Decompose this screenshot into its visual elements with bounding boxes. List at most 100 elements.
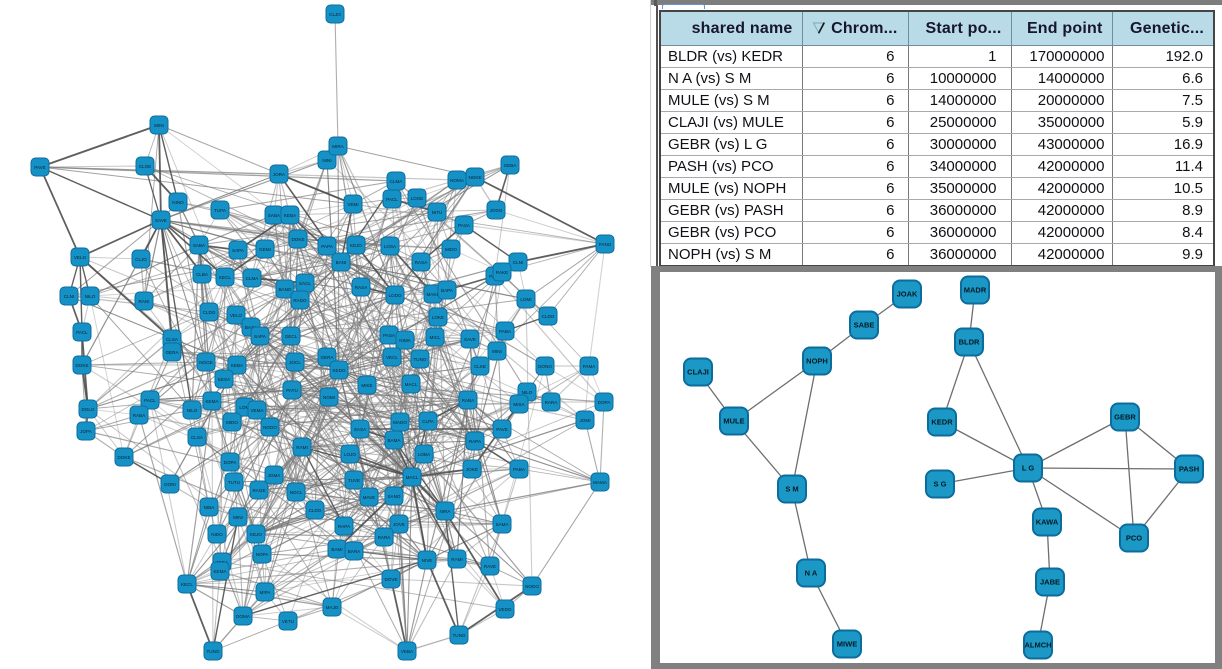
svg-text:NIMA: NIMA [399,338,411,343]
svg-text:GECL: GECL [285,334,298,339]
svg-text:LOMI: LOMI [520,297,531,302]
svg-text:CLDO: CLDO [203,310,216,315]
svg-text:BLDR: BLDR [959,338,980,347]
svg-text:S G: S G [934,480,947,489]
svg-text:PANO: PANO [599,242,612,247]
svg-text:JOVE: JOVE [393,522,405,527]
svg-text:RAKE: RAKE [496,270,509,275]
svg-text:PCO: PCO [1126,534,1142,543]
svg-text:RAGE: RAGE [252,488,265,493]
svg-text:RANI: RANI [139,299,150,304]
svg-text:JOAK: JOAK [897,290,918,299]
svg-text:KEDO: KEDO [332,368,345,373]
svg-text:MINI: MINI [233,515,243,520]
svg-text:JABE: JABE [1040,578,1060,587]
svg-text:CLSA: CLSA [166,337,179,342]
svg-text:PACL: PACL [144,398,156,403]
svg-text:SAMA: SAMA [495,522,509,527]
svg-text:NODO: NODO [525,584,539,589]
svg-text:CLNI: CLNI [513,260,523,265]
svg-text:MICL: MICL [430,335,441,340]
svg-text:SAPA: SAPA [232,248,245,253]
svg-text:BARA: BARA [348,549,361,554]
svg-text:LOBA: LOBA [418,452,431,457]
svg-text:SABA: SABA [193,243,206,248]
svg-text:MACL: MACL [405,382,418,387]
svg-text:VELO: VELO [74,255,87,260]
svg-text:KECL: KECL [219,275,231,280]
svg-text:JOMA: JOMA [268,473,282,478]
svg-text:MIDO: MIDO [226,420,238,425]
svg-text:KEJO: KEJO [250,532,262,537]
svg-text:CLJO: CLJO [135,257,147,262]
svg-text:PATU: PATU [286,388,298,393]
svg-text:CLBA: CLBA [196,272,209,277]
svg-text:VEMA: VEMA [250,408,264,413]
svg-text:LOMI: LOMI [239,405,250,410]
svg-text:GERA: GERA [165,350,179,355]
svg-text:RAPA: RAPA [338,524,351,529]
svg-text:GERA: GERA [320,355,334,360]
svg-text:GEBA: GEBA [504,163,518,168]
svg-text:NIVE: NIVE [422,558,433,563]
svg-text:NIDO: NIDO [211,532,223,537]
svg-text:MADO: MADO [393,420,407,425]
svg-text:LOSA: LOSA [384,244,397,249]
svg-text:DOLO: DOLO [81,407,94,412]
svg-text:MIDO: MIDO [445,247,457,252]
svg-text:MIKE: MIKE [361,383,372,388]
svg-text:SASA: SASA [354,427,367,432]
svg-text:VEBA: VEBA [401,649,414,654]
svg-text:KEDR: KEDR [931,418,953,427]
svg-text:JOKE: JOKE [466,467,478,472]
svg-text:CLGE: CLGE [139,164,152,169]
svg-text:KEBA: KEBA [284,213,297,218]
svg-text:SAPA: SAPA [254,334,267,339]
svg-text:NITU: NITU [432,210,443,215]
svg-text:NOMA: NOMA [450,178,465,183]
svg-text:NOGE: NOGE [199,360,213,365]
svg-text:BAMA: BAMA [387,438,401,443]
svg-text:DOKE: DOKE [75,363,88,368]
svg-text:MADR: MADR [964,286,987,295]
svg-text:PASH: PASH [1179,465,1199,474]
svg-text:DOPA: DOPA [224,460,238,465]
svg-text:CLNI: CLNI [64,294,74,299]
svg-text:JODO: JODO [490,208,503,213]
svg-text:JOPA: JOPA [80,429,93,434]
svg-text:NILO: NILO [85,294,96,299]
svg-text:DOKE: DOKE [117,455,130,460]
svg-text:TUNO: TUNO [413,357,426,362]
svg-text:DOVE: DOVE [384,577,397,582]
svg-text:MAJO: MAJO [326,605,339,610]
svg-text:RARA: RARA [378,535,392,540]
svg-text:DOPA: DOPA [598,400,612,405]
svg-text:BAPA: BAPA [441,288,454,293]
svg-text:CLKE: CLKE [474,364,486,369]
svg-text:TUTU: TUTU [228,480,240,485]
svg-text:DONI: DONI [164,482,175,487]
svg-text:CLMA: CLMA [390,179,404,184]
svg-text:RAVE: RAVE [484,564,496,569]
svg-text:PAMA: PAMA [583,364,597,369]
svg-text:DOKE: DOKE [291,237,304,242]
svg-text:RAPA: RAPA [469,439,482,444]
svg-text:RABA: RABA [462,398,475,403]
svg-text:CLSA: CLSA [191,435,204,440]
svg-text:CLMA: CLMA [246,276,260,281]
svg-text:RASA: RASA [415,260,428,265]
svg-text:GEBR: GEBR [1114,413,1136,422]
svg-text:MAKE: MAKE [426,292,439,297]
svg-text:BAMI: BAMI [331,547,342,552]
svg-text:PABA: PABA [513,467,526,472]
svg-text:NOPA: NOPA [256,552,270,557]
svg-text:TUPA: TUPA [214,208,227,213]
svg-text:PAVE: PAVE [34,165,46,170]
svg-text:N A: N A [805,569,818,578]
svg-text:RAMI: RAMI [296,445,307,450]
svg-text:NODO: NODO [263,425,277,430]
svg-text:MINI: MINI [492,349,502,354]
svg-text:LOKE: LOKE [432,315,444,320]
svg-text:MISA: MISA [513,402,525,407]
svg-text:RASA: RASA [355,285,368,290]
